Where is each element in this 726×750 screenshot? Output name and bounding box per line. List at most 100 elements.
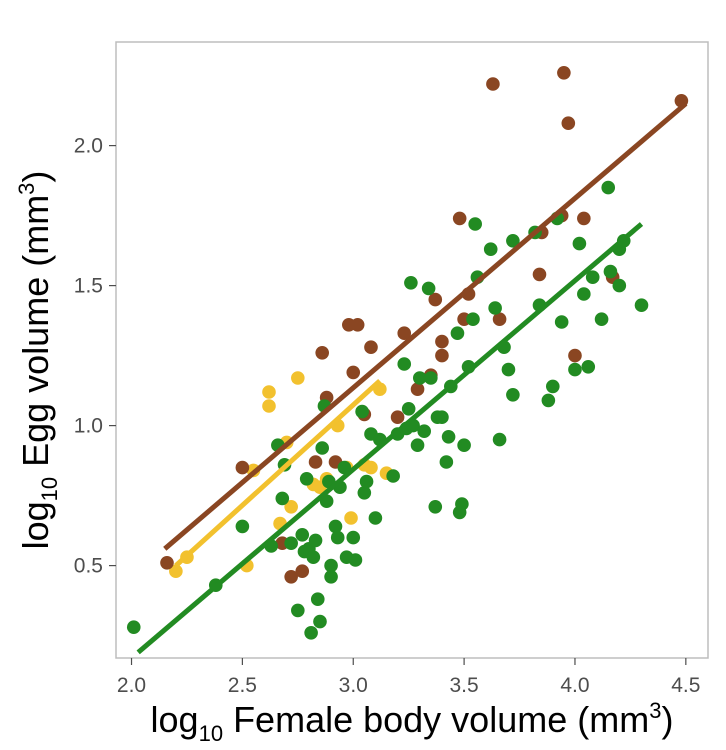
data-point	[275, 491, 290, 506]
data-point	[291, 371, 305, 385]
data-point	[364, 340, 378, 355]
data-point	[364, 460, 378, 475]
data-point	[324, 570, 338, 584]
data-point	[295, 528, 310, 542]
x-tick-label: 4.5	[671, 674, 700, 697]
data-point	[348, 553, 363, 567]
data-point	[291, 603, 305, 618]
data-point	[421, 281, 436, 296]
data-point	[295, 564, 310, 578]
data-point	[299, 472, 314, 486]
data-point	[346, 530, 361, 545]
data-point	[541, 393, 556, 408]
plot-panel	[115, 41, 709, 659]
data-point	[169, 564, 183, 578]
regression-lines	[136, 101, 688, 655]
data-point	[357, 486, 372, 500]
data-point	[435, 410, 449, 425]
data-point	[557, 66, 571, 80]
regression-line	[174, 378, 382, 568]
data-point	[386, 469, 400, 483]
data-point	[492, 432, 507, 447]
y-axis-title: log10 Egg volume (mm3)	[14, 171, 62, 550]
data-point	[483, 242, 498, 256]
data-point	[262, 385, 276, 399]
data-point	[262, 399, 276, 413]
data-point	[450, 326, 465, 341]
data-point	[506, 234, 520, 248]
data-point	[501, 362, 516, 377]
data-point	[310, 592, 325, 606]
data-point	[368, 511, 383, 525]
data-point	[315, 346, 330, 360]
data-point	[304, 626, 318, 640]
data-point	[284, 536, 298, 550]
data-point	[410, 438, 425, 453]
data-point	[308, 533, 323, 548]
data-point	[284, 570, 298, 584]
y-tick-label: 1.0	[74, 415, 103, 438]
data-point	[328, 519, 343, 534]
data-point	[235, 460, 250, 475]
data-point	[568, 362, 582, 377]
x-axis: 2.0 2.5 3.0 3.5 4.0 4.5	[117, 658, 700, 697]
data-point	[455, 497, 469, 511]
data-point	[581, 360, 596, 374]
data-point	[634, 298, 649, 313]
data-point	[308, 455, 323, 469]
data-point	[410, 382, 425, 397]
data-point	[572, 236, 587, 251]
data-point	[594, 312, 609, 327]
data-point	[561, 116, 576, 130]
data-point	[506, 388, 520, 402]
data-point	[468, 217, 482, 231]
data-point	[428, 292, 443, 307]
data-point	[344, 511, 358, 525]
y-axis: 0.5 1.0 1.5 2.0	[74, 135, 116, 578]
data-point	[306, 550, 321, 564]
data-point	[315, 441, 330, 455]
y-tick-label: 0.5	[74, 555, 103, 578]
data-point	[585, 270, 600, 285]
x-tick-label: 2.0	[117, 674, 146, 697]
data-point	[324, 558, 338, 573]
data-point	[577, 211, 591, 226]
data-point	[601, 180, 616, 195]
data-point	[126, 620, 141, 634]
data-point	[235, 519, 250, 534]
x-axis-title: log10 Female body volume (mm3)	[151, 698, 674, 746]
x-tick-label: 3.5	[450, 674, 479, 697]
data-point	[404, 276, 418, 290]
data-point	[330, 530, 345, 545]
data-point	[441, 430, 456, 444]
data-point	[532, 267, 547, 282]
data-point	[545, 379, 560, 394]
data-point	[401, 402, 416, 416]
data-point	[359, 474, 374, 489]
data-point	[428, 500, 443, 514]
data-point	[452, 211, 467, 226]
x-tick-label: 3.0	[339, 674, 368, 697]
y-tick-label: 1.5	[74, 275, 103, 298]
data-point	[603, 264, 618, 279]
data-point	[486, 77, 500, 91]
data-point	[577, 287, 591, 301]
data-point	[568, 348, 582, 363]
data-point	[417, 424, 431, 439]
data-point	[160, 556, 174, 570]
data-point	[457, 438, 471, 453]
data-point	[612, 278, 627, 293]
data-point	[350, 318, 365, 332]
data-point	[466, 312, 480, 327]
data-point	[346, 365, 361, 380]
data-point	[439, 455, 454, 469]
data-point	[412, 371, 427, 385]
x-tick-label: 2.5	[228, 674, 257, 697]
data-point	[435, 348, 449, 363]
data-point	[397, 357, 412, 371]
data-point	[313, 614, 327, 629]
data-point	[492, 312, 507, 327]
regression-line	[163, 101, 688, 551]
data-point	[554, 315, 569, 329]
